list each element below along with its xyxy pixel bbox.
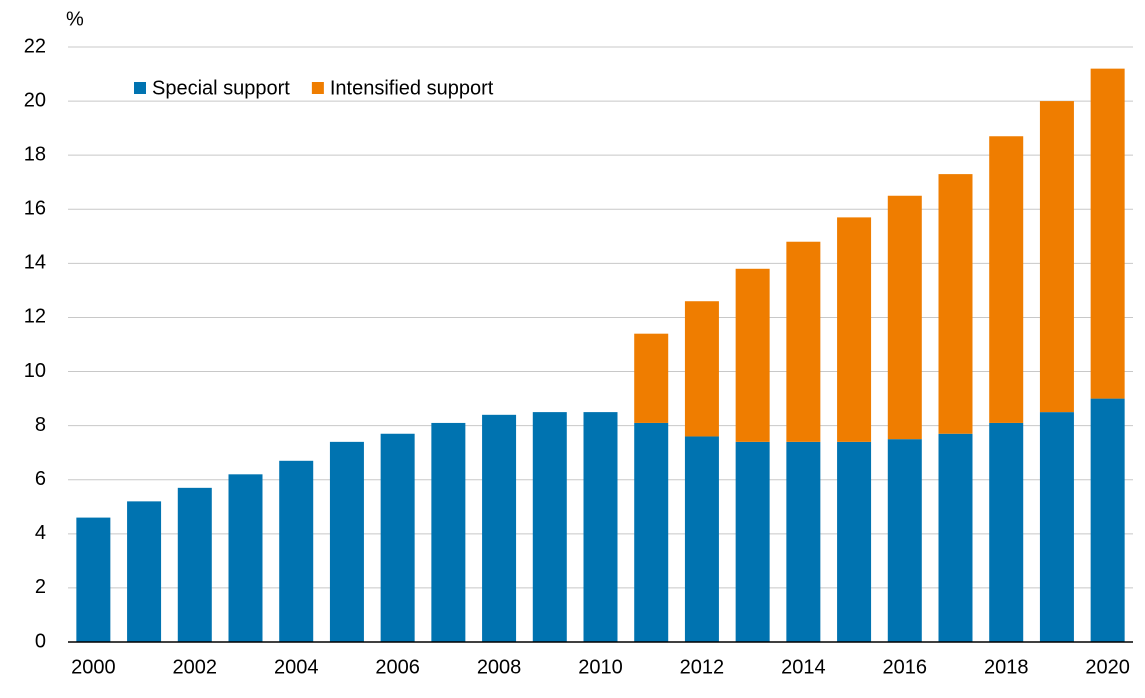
bar — [938, 433, 973, 642]
y-tick-label: 4 — [35, 522, 46, 544]
bar — [177, 487, 212, 642]
bar — [76, 517, 111, 642]
bar — [482, 414, 517, 642]
bar — [837, 217, 872, 442]
bar — [532, 412, 567, 642]
bar — [431, 422, 466, 642]
legend-swatch — [311, 82, 324, 94]
bar — [380, 433, 415, 642]
bar — [634, 333, 669, 423]
bar — [887, 195, 922, 440]
x-tick-label: 2018 — [984, 656, 1029, 678]
legend-swatch — [134, 82, 146, 94]
x-tick-label: 2004 — [274, 656, 319, 678]
bar — [634, 422, 669, 642]
bar — [735, 268, 770, 442]
bar — [735, 441, 770, 642]
legend-label: Intensified support — [330, 77, 494, 99]
bar — [1090, 68, 1125, 399]
x-tick-label: 2006 — [375, 656, 420, 678]
x-tick-label: 2014 — [781, 656, 826, 678]
x-tick-label: 2000 — [71, 656, 116, 678]
bar — [228, 474, 263, 642]
bar — [1039, 412, 1074, 642]
x-tick-label: 2020 — [1085, 656, 1130, 678]
bar — [329, 441, 364, 642]
x-tick-label: 2012 — [680, 656, 725, 678]
bar — [887, 439, 922, 642]
y-tick-label: 2 — [35, 576, 46, 598]
x-tick-label: 2010 — [578, 656, 623, 678]
y-tick-label: 6 — [35, 468, 46, 490]
x-tick-label: 2002 — [173, 656, 218, 678]
y-tick-label: 20 — [24, 89, 46, 111]
bar — [1090, 398, 1125, 642]
legend-label: Special support — [152, 77, 290, 99]
bar — [786, 241, 821, 442]
x-tick-label: 2008 — [477, 656, 522, 678]
bar — [938, 174, 973, 434]
y-tick-label: 8 — [35, 414, 46, 436]
bar — [684, 436, 719, 642]
bar — [583, 412, 618, 642]
y-axis-label: % — [66, 8, 84, 30]
bar — [989, 422, 1024, 642]
y-tick-label: 22 — [24, 35, 46, 57]
bar — [684, 301, 719, 437]
bar — [127, 501, 162, 642]
x-tick-label: 2016 — [883, 656, 928, 678]
bar — [279, 460, 314, 642]
y-tick-label: 10 — [24, 360, 46, 382]
bar — [1039, 101, 1074, 413]
y-tick-label: 12 — [24, 306, 46, 328]
y-tick-label: 14 — [24, 252, 46, 274]
bar — [989, 136, 1024, 423]
bar — [786, 441, 821, 642]
y-tick-label: 0 — [35, 630, 46, 652]
y-tick-label: 16 — [24, 198, 46, 220]
bar — [837, 441, 872, 642]
y-tick-label: 18 — [24, 143, 46, 165]
